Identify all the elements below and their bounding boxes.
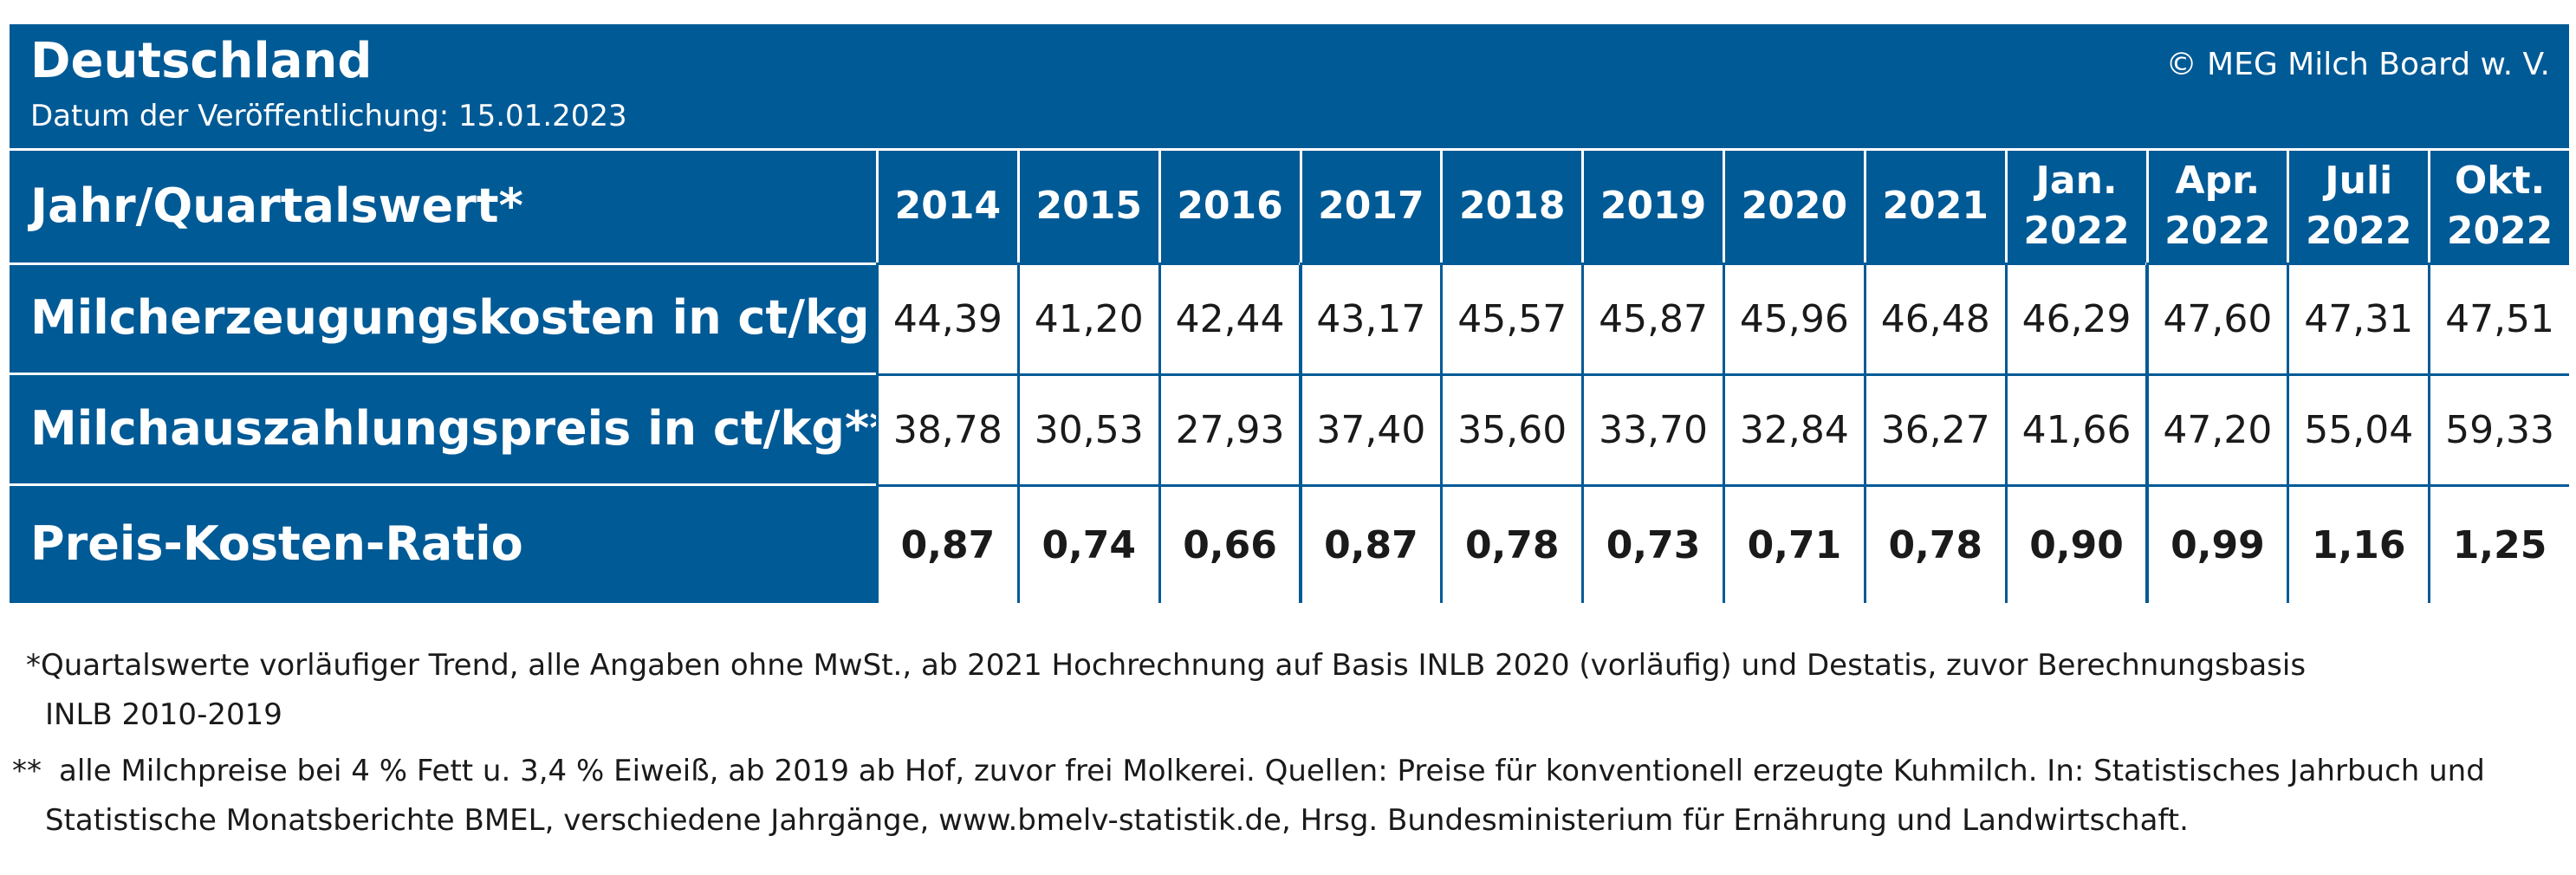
column-header: Okt. 2022 <box>2428 150 2569 262</box>
table-cell: 45,96 <box>1723 262 1864 373</box>
data-table: Deutschland Datum der Veröffentlichung: … <box>10 24 2569 603</box>
table-cell: 0,87 <box>876 484 1017 603</box>
table-cell: 32,84 <box>1723 373 1864 484</box>
column-header: 2017 <box>1299 150 1441 262</box>
table-cell: 0,99 <box>2145 484 2287 603</box>
table-cell: 0,78 <box>1440 484 1582 603</box>
footnote-2-marker: ** <box>12 754 42 788</box>
table-cell: 1,25 <box>2428 484 2569 603</box>
table-cell: 1,16 <box>2287 484 2429 603</box>
column-header: 2021 <box>1863 150 2005 262</box>
table-cell: 55,04 <box>2287 373 2429 484</box>
column-header: 2014 <box>876 150 1017 262</box>
table-grid: Jahr/Quartalswert* 2014 2015 2016 2017 2018 20… <box>10 150 2569 603</box>
row-label: Milchauszahlungspreis in ct/kg** <box>30 401 894 456</box>
table-cell: 45,87 <box>1581 262 1723 373</box>
table-cell: 43,17 <box>1299 262 1441 373</box>
row-header-label: Jahr/Quartalswert* <box>30 178 523 233</box>
footnote-2-line-1: alle Milchpreise bei 4 % Fett u. 3,4 % E… <box>59 754 2485 788</box>
table-cell: 42,44 <box>1158 262 1300 373</box>
table-title: Deutschland <box>30 33 373 89</box>
table-cell: 44,39 <box>876 262 1017 373</box>
title-divider <box>10 148 2569 151</box>
footnote-1-line-1: *Quartalswerte vorläufiger Trend, alle A… <box>26 648 2307 683</box>
table-cell: 33,70 <box>1581 373 1723 484</box>
table-cell: 35,60 <box>1440 373 1582 484</box>
copyright-notice: © MEG Milch Board w. V. <box>2165 47 2550 82</box>
row-divider <box>10 483 876 486</box>
column-header: Apr. 2022 <box>2145 150 2287 262</box>
row-label: Preis-Kosten-Ratio <box>30 516 523 571</box>
table-cell: 45,57 <box>1440 262 1582 373</box>
column-header: 2018 <box>1440 150 1581 262</box>
column-header: Juli 2022 <box>2287 150 2428 262</box>
table-cell: 38,78 <box>876 373 1017 484</box>
row-label: Milcherzeugungskosten in ct/kg <box>30 290 870 345</box>
table-cell: 47,51 <box>2428 262 2569 373</box>
table-cell: 59,33 <box>2428 373 2569 484</box>
table-cell: 47,60 <box>2145 262 2287 373</box>
publication-date: Datum der Veröffentlichung: 15.01.2023 <box>30 99 627 133</box>
column-header: Jan. 2022 <box>2004 150 2146 262</box>
footnote-2-line-2: Statistische Monatsberichte BMEL, versch… <box>45 803 2189 838</box>
table-cell: 47,20 <box>2145 373 2287 484</box>
table-cell: 27,93 <box>1158 373 1300 484</box>
table-cell: 0,78 <box>1863 484 2005 603</box>
table-cell: 0,87 <box>1299 484 1441 603</box>
column-header: 2019 <box>1581 150 1723 262</box>
table-cell: 0,71 <box>1723 484 1864 603</box>
table-cell: 0,66 <box>1158 484 1300 603</box>
footnote-1-line-2: INLB 2010-2019 <box>45 697 282 732</box>
column-header: 2020 <box>1723 150 1864 262</box>
column-header: 2015 <box>1016 150 1158 262</box>
table-cell: 0,73 <box>1581 484 1723 603</box>
table-cell: 36,27 <box>1863 373 2005 484</box>
table-cell: 47,31 <box>2287 262 2429 373</box>
table-cell: 30,53 <box>1016 373 1158 484</box>
table-cell: 0,90 <box>2004 484 2146 603</box>
table-cell: 0,74 <box>1016 484 1158 603</box>
column-header: 2016 <box>1158 150 1300 262</box>
table-cell: 41,20 <box>1016 262 1158 373</box>
table-cell: 46,29 <box>2004 262 2146 373</box>
table-cell: 41,66 <box>2004 373 2146 484</box>
table-cell: 46,48 <box>1863 262 2005 373</box>
table-cell: 37,40 <box>1299 373 1441 484</box>
title-bar: Deutschland Datum der Veröffentlichung: … <box>10 24 2569 148</box>
row-divider <box>10 373 876 375</box>
